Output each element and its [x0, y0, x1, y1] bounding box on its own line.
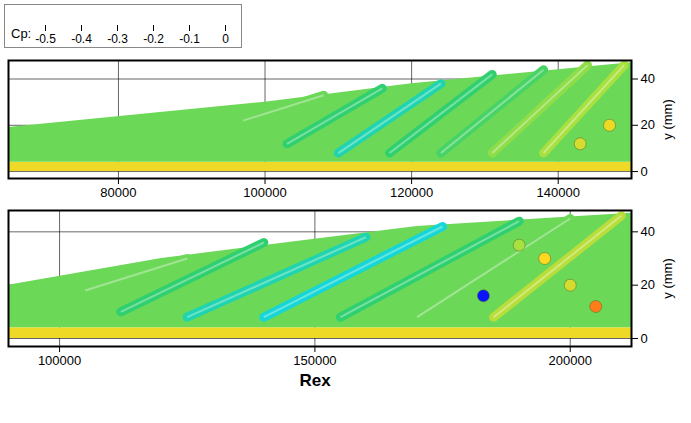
svg-text:100000: 100000 — [243, 185, 286, 200]
svg-text:0: 0 — [641, 331, 648, 346]
svg-text:40: 40 — [641, 224, 655, 239]
html-text:Rex: Rex — [299, 371, 331, 390]
svg-text:100000: 100000 — [38, 353, 81, 368]
svg-text:-0.4: -0.4 — [71, 32, 92, 46]
svg-text:0: 0 — [222, 32, 229, 46]
svg-text:-0.3: -0.3 — [107, 32, 128, 46]
svg-text:20: 20 — [641, 117, 655, 132]
svg-text:140000: 140000 — [537, 185, 580, 200]
svg-text:40: 40 — [641, 71, 655, 86]
html-text:Cp:: Cp: — [11, 26, 32, 41]
svg-text:20: 20 — [641, 277, 655, 292]
svg-text:y (mm): y (mm) — [660, 99, 675, 139]
svg-text:-0.2: -0.2 — [143, 32, 164, 46]
svg-text:-0.1: -0.1 — [179, 32, 200, 46]
svg-text:0: 0 — [641, 164, 648, 179]
svg-text:-0.5: -0.5 — [35, 32, 56, 46]
svg-text:150000: 150000 — [293, 353, 336, 368]
svg-text:y (mm): y (mm) — [660, 258, 675, 298]
svg-text:200000: 200000 — [549, 353, 592, 368]
svg-text:120000: 120000 — [390, 185, 433, 200]
svg-text:80000: 80000 — [100, 185, 136, 200]
